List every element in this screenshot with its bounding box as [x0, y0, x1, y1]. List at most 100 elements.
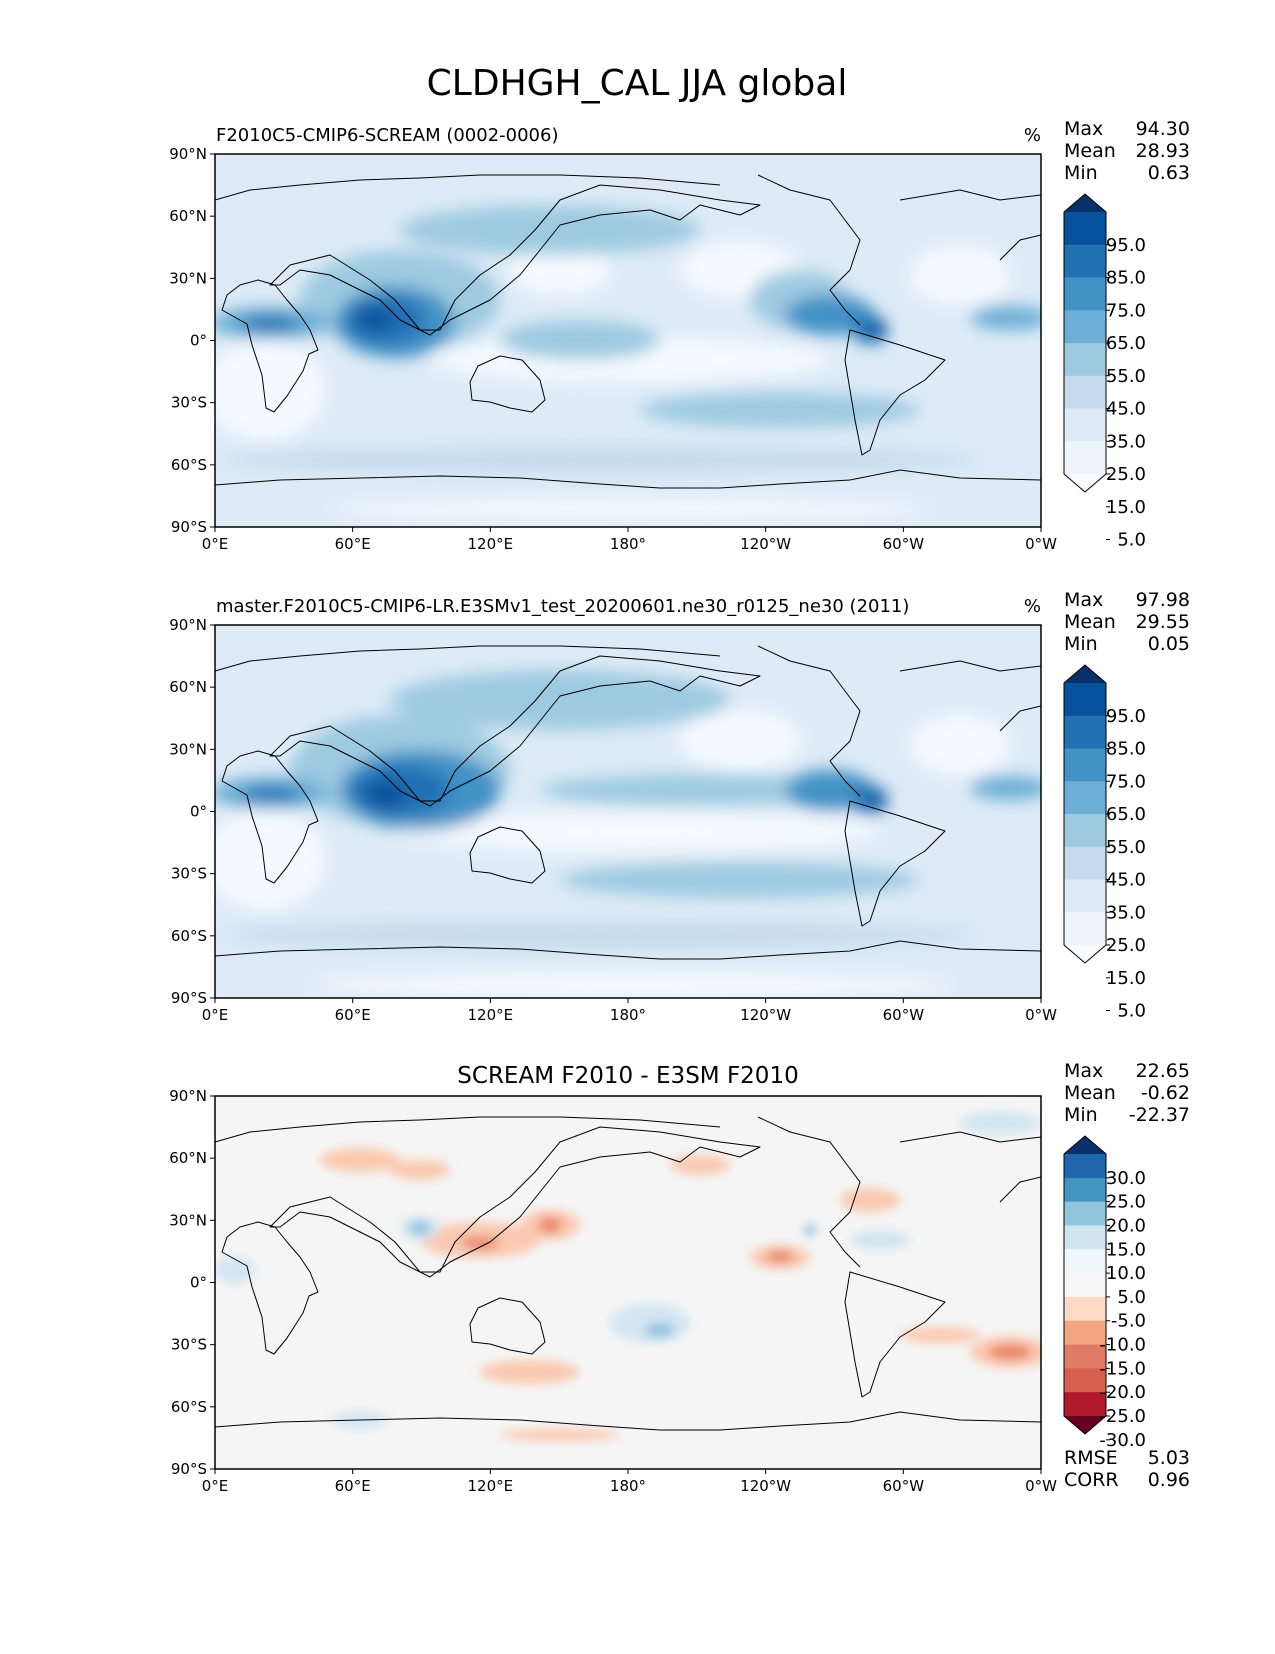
rmse-value: 5.03	[1148, 1447, 1190, 1469]
colorbar-swatch	[1064, 715, 1106, 749]
colorbar-swatch	[1064, 408, 1106, 442]
lon-tick-label: 180°	[610, 535, 646, 553]
colorbar-extend-min	[1064, 1416, 1106, 1434]
panel-2-max: 97.98	[1136, 589, 1190, 611]
lat-tick-label: 30°S	[171, 1336, 207, 1354]
lon-tick-label: 180°	[610, 1477, 646, 1495]
panel-2-mean: 29.55	[1136, 611, 1190, 633]
colorbar-label: 25.0	[1106, 935, 1146, 956]
panel-1: F2010C5-CMIP6-SCREAM (0002-0006) % MaxMe…	[214, 118, 1190, 528]
colorbar-swatch	[1064, 879, 1106, 913]
colorbar-label: 20.0	[1106, 1215, 1146, 1236]
colorbar-swatch	[1064, 1177, 1106, 1203]
figure-title: CLDHGH_CAL JJA global	[427, 63, 848, 104]
colorbar-label: -25.0	[1099, 1406, 1146, 1427]
corr-value: 0.96	[1148, 1469, 1190, 1491]
colorbar-label: 75.0	[1106, 300, 1146, 321]
svg-text:Mean: Mean	[1064, 1082, 1116, 1104]
lat-tick-label: 0°	[190, 1274, 207, 1292]
colorbar-swatch	[1064, 277, 1106, 311]
lat-tick-label: 90°S	[171, 1460, 207, 1478]
colorbar-swatch	[1064, 846, 1106, 880]
colorbar-extend-min	[1064, 945, 1106, 963]
lat-tick-label: 60°N	[169, 1149, 207, 1167]
colorbar-extend-max	[1064, 194, 1106, 212]
colorbar-swatch	[1064, 1249, 1106, 1274]
lat-tick-label: 90°N	[169, 616, 207, 634]
panel-2-title: master.F2010C5-CMIP6-LR.E3SMv1_test_2020…	[216, 596, 909, 617]
colorbar-swatch	[1064, 343, 1106, 377]
svg-text:Max: Max	[1064, 118, 1103, 140]
panel-1-units: %	[1024, 125, 1041, 146]
lon-tick-label: 60°W	[883, 535, 925, 553]
panel-2-map	[215, 625, 1041, 998]
lat-tick-label: 60°S	[171, 456, 207, 474]
panel-1-mean: 28.93	[1136, 140, 1190, 162]
lon-tick-label: 60°E	[335, 1006, 371, 1024]
colorbar-label: 35.0	[1106, 431, 1146, 452]
colorbar-extend-max	[1064, 1136, 1106, 1154]
panel-3-max: 22.65	[1136, 1060, 1190, 1082]
lat-tick-label: 60°S	[171, 1398, 207, 1416]
colorbar-label: 95.0	[1106, 235, 1146, 256]
lat-tick-label: 0°	[190, 332, 207, 350]
lon-tick-label: 0°W	[1025, 535, 1057, 553]
colorbar-swatch	[1064, 1368, 1106, 1393]
panel-3-metrics: RMSE 5.03 CORR 0.96	[1064, 1447, 1190, 1491]
lat-tick-label: 90°S	[171, 518, 207, 536]
lat-tick-label: 60°S	[171, 927, 207, 945]
lat-tick-label: 60°N	[169, 678, 207, 696]
colorbar-swatch	[1064, 375, 1106, 409]
lat-tick-label: 30°N	[169, 269, 207, 287]
colorbar-label: 25.0	[1106, 464, 1146, 485]
panel-3-coastlines	[215, 1116, 1041, 1431]
colorbar-swatch	[1064, 1273, 1106, 1298]
panel-1-title: F2010C5-CMIP6-SCREAM (0002-0006)	[216, 125, 558, 146]
panel-1-min: 0.63	[1148, 162, 1190, 184]
colorbar-label: 65.0	[1106, 804, 1146, 825]
lon-tick-label: 60°W	[883, 1477, 925, 1495]
colorbars-layer: 95.0 85.0 75.0 65.0 55.0 45.0 35.0 25.0 15.0 5.0 9…	[1063, 193, 1146, 1451]
panel-2-units: %	[1024, 596, 1041, 617]
svg-text:Max: Max	[1064, 1060, 1103, 1082]
colorbar-label: 55.0	[1106, 366, 1146, 387]
lat-tick-label: 30°N	[169, 1211, 207, 1229]
panel-2: master.F2010C5-CMIP6-LR.E3SMv1_test_2020…	[214, 589, 1190, 999]
colorbar-swatch	[1064, 212, 1106, 246]
panel-2-min: 0.05	[1148, 633, 1190, 655]
colorbar-label: -5.0	[1111, 1311, 1146, 1332]
svg-text:Max: Max	[1064, 589, 1103, 611]
panel-3-title: SCREAM F2010 - E3SM F2010	[457, 1063, 798, 1089]
lon-tick-label: 0°W	[1025, 1006, 1057, 1024]
colorbar-label: 45.0	[1106, 399, 1146, 420]
colorbar-swatch	[1064, 748, 1106, 782]
colorbar-swatch	[1064, 441, 1106, 475]
colorbar-swatch	[1064, 1392, 1106, 1417]
axes-layer: 90°N60°N30°N0°30°S60°S90°S0°E 60°E 120°E 18…	[169, 145, 1057, 1495]
lon-tick-label: 60°W	[883, 1006, 925, 1024]
colorbar-swatch	[1064, 814, 1106, 848]
panel-3-min: -22.37	[1129, 1104, 1190, 1126]
lat-tick-label: 30°N	[169, 740, 207, 758]
colorbar-swatch	[1064, 1201, 1106, 1226]
colorbar-label: 5.0	[1117, 1287, 1146, 1308]
rmse-label: RMSE	[1064, 1447, 1118, 1469]
colorbar-swatch	[1064, 683, 1106, 717]
colorbar-label: 55.0	[1106, 837, 1146, 858]
svg-text:Min: Min	[1064, 1104, 1098, 1126]
panel-1-map	[215, 154, 1041, 527]
colorbar-swatch	[1064, 1344, 1106, 1369]
lon-tick-label: 0°E	[202, 535, 229, 553]
colorbar-swatch	[1064, 912, 1106, 946]
colorbar-swatch	[1064, 1154, 1106, 1179]
colorbar-swatch	[1064, 781, 1106, 815]
colorbar-extend-max	[1064, 665, 1106, 683]
colorbar-label: 15.0	[1106, 968, 1146, 989]
lon-tick-label: 60°E	[335, 1477, 371, 1495]
lat-tick-label: 30°S	[171, 394, 207, 412]
lon-tick-label: 180°	[610, 1006, 646, 1024]
